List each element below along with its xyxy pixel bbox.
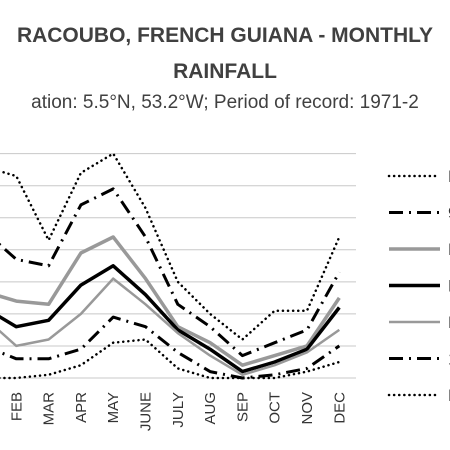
x-tick-label: NOV	[299, 392, 316, 425]
data-series	[0, 152, 341, 380]
series-line-4	[0, 264, 341, 374]
series-line-6	[0, 315, 341, 380]
x-tick-label: FEB	[8, 392, 25, 421]
series-line-7	[0, 338, 341, 380]
x-tick-label: MAY	[105, 392, 122, 423]
x-tick-label: JULY	[170, 392, 187, 428]
series-line-3	[0, 235, 341, 367]
legend-label: 1	[448, 350, 450, 369]
legend-label: M	[448, 240, 450, 259]
legend-label: M	[448, 386, 450, 405]
x-tick-label: DEC	[331, 392, 348, 424]
legend-label: M	[448, 277, 450, 296]
series-line-5	[0, 277, 341, 377]
x-tick-label: SEP	[234, 392, 251, 422]
legend-label: M	[448, 313, 450, 332]
x-tick-label: MAR	[41, 392, 58, 426]
x-tick-label: OCT	[267, 392, 284, 424]
chart-title-line-2: RAINFALL	[173, 60, 277, 83]
chart-title-line-1: RACOUBO, FRENCH GUIANA - MONTHLY	[16, 24, 434, 47]
gridlines	[0, 153, 356, 379]
legend-label: 9	[448, 204, 450, 223]
x-tick-label: AUG	[202, 392, 219, 425]
series-line-2	[0, 187, 341, 358]
legend-label: M	[448, 167, 450, 186]
x-tick-label: APR	[73, 392, 90, 423]
chart-subtitle: ation: 5.5°N, 53.2°W; Period of record: …	[31, 92, 419, 113]
x-tick-label: JUNE	[138, 392, 155, 431]
series-line-1	[0, 152, 341, 341]
x-axis-labels: FEB MAR APR MAY JUNE JULY AUG SEP OCT NOV DEC	[8, 392, 348, 431]
legend: M9MMM1M	[387, 167, 450, 405]
